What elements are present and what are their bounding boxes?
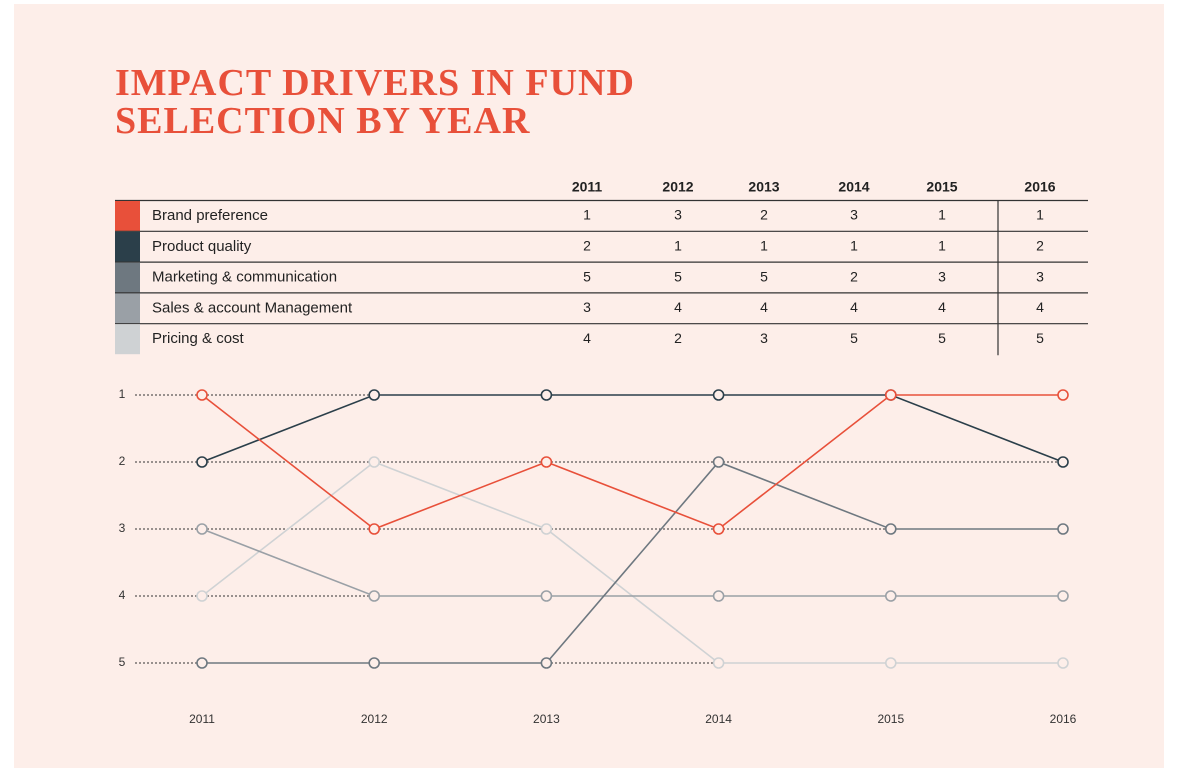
point [368,523,381,535]
point [1057,456,1069,468]
point [540,389,553,401]
legend-label: Brand preference [152,207,268,224]
point [368,389,381,401]
table-cell: 1 [850,238,858,254]
point [1057,389,1069,401]
x-tick-label: 2016 [1050,712,1077,726]
table-header: 2012 [662,179,693,195]
table-cell: 4 [674,299,682,315]
point [884,657,897,669]
table-cell: 1 [1036,207,1044,223]
table-cell: 1 [760,238,768,254]
point [712,456,725,468]
table-cell: 5 [1036,330,1044,346]
point [368,456,381,468]
point [540,590,553,602]
table-header: 2011 [572,179,603,195]
point [1057,590,1069,602]
table-cell: 2 [1036,238,1044,254]
table-cell: 5 [674,268,682,284]
table-cell: 5 [583,268,591,284]
point [196,389,208,401]
point [712,389,725,401]
y-tick-label: 4 [119,588,126,602]
y-tick-label: 3 [119,521,126,535]
series-line [201,394,1064,463]
x-tick-label: 2014 [705,712,732,726]
table-cell: 1 [583,207,591,223]
table-cell: 4 [938,299,946,315]
table-header: 2016 [1024,179,1055,195]
table-cell: 3 [674,207,682,223]
table-cell: 1 [938,238,946,254]
table-header: 2013 [748,179,779,195]
table-cell: 5 [850,330,858,346]
table-cell: 4 [850,299,858,315]
table-cell: 4 [1036,299,1044,315]
table-header: 2015 [926,179,957,195]
point [712,523,725,535]
point [196,657,208,669]
table-cell: 4 [760,299,768,315]
y-tick-label: 5 [119,655,126,669]
table-cell: 5 [760,268,768,284]
table-cell: 1 [674,238,682,254]
point [196,590,208,602]
point [1057,523,1069,535]
table-cell: 4 [583,330,591,346]
point [196,456,208,468]
point [196,523,208,535]
legend-swatch [115,201,140,231]
point [884,523,897,535]
series-line [201,528,1063,597]
point [712,657,725,669]
point [540,523,553,535]
table-cell: 3 [583,299,591,315]
point [712,590,725,602]
table-header: 2014 [838,179,869,195]
legend-swatch [115,231,140,262]
table-cell: 2 [850,268,858,284]
table-cell: 3 [938,268,946,284]
legend-label: Product quality [152,238,252,255]
table-cell: 3 [850,207,858,223]
y-tick-label: 2 [119,454,126,468]
point [368,590,381,602]
table-cell: 5 [938,330,946,346]
table-cell: 2 [674,330,682,346]
background [14,4,1164,768]
table-cell: 1 [938,207,946,223]
point [884,389,897,401]
x-tick-label: 2012 [361,712,388,726]
legend-swatch [115,293,140,324]
legend-swatch [115,262,140,293]
y-tick-label: 1 [119,387,126,401]
table-cell: 3 [1036,268,1044,284]
series-line [201,394,1063,530]
point [368,657,381,669]
legend-swatch [115,324,140,355]
point [884,590,897,602]
table-cell: 2 [760,207,768,223]
series-line [202,461,1063,664]
chart-title: IMPACT DRIVERS IN FUND SELECTION BY YEAR [115,62,635,142]
x-tick-label: 2015 [877,712,904,726]
point [540,456,553,468]
x-tick-label: 2013 [533,712,560,726]
point [540,657,553,669]
x-tick-label: 2011 [189,712,215,726]
point [1057,657,1069,669]
table-cell: 2 [583,238,591,254]
table-cell: 3 [760,330,768,346]
legend-label: Sales & account Management [152,299,353,316]
legend-label: Pricing & cost [152,330,245,347]
legend-label: Marketing & communication [152,269,337,286]
